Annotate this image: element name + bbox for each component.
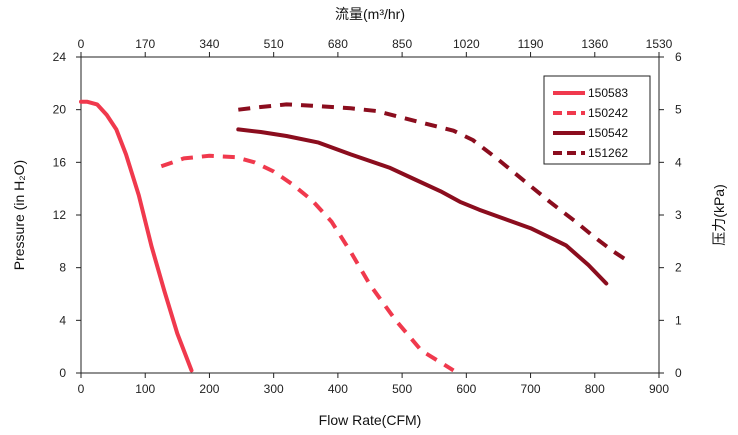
series-layer — [79, 99, 632, 373]
top-tick-label: 170 — [135, 37, 155, 51]
legend: 150583 150242 150542 151262 — [543, 75, 651, 165]
bottom-tick-label: 0 — [78, 382, 85, 396]
right-tick-label: 4 — [675, 155, 682, 169]
series-line-150583 — [79, 99, 194, 373]
bottom-tick-label: 200 — [199, 382, 219, 396]
bottom-tick-label: 400 — [328, 382, 348, 396]
right-axis-title: 压力(kPa) — [711, 184, 727, 245]
legend-box — [543, 75, 651, 165]
left-tick-label: 16 — [53, 155, 67, 169]
right-tick-label: 1 — [675, 313, 682, 327]
legend-label-150583: 150583 — [588, 86, 628, 100]
bottom-tick-label: 100 — [135, 382, 155, 396]
top-tick-label: 1530 — [646, 37, 673, 51]
top-tick-label: 1190 — [518, 37, 544, 51]
bottom-tick-label: 500 — [392, 382, 412, 396]
bottom-tick-label: 800 — [585, 382, 605, 396]
right-tick-label: 3 — [675, 208, 682, 222]
right-tick-label: 5 — [675, 103, 682, 117]
left-tick-label: 20 — [53, 103, 67, 117]
legend-items: 150583 150242 150542 151262 — [553, 86, 628, 160]
left-tick-label: 8 — [59, 261, 66, 275]
right-tick-label: 2 — [675, 261, 682, 275]
top-axis-title: 流量(m³/hr) — [335, 6, 405, 22]
left-tick-label: 4 — [59, 313, 66, 327]
bottom-axis-title: Flow Rate(CFM) — [319, 412, 422, 428]
top-tick-label: 340 — [199, 37, 219, 51]
top-tick-label: 1020 — [453, 37, 480, 51]
top-tick-label: 850 — [392, 37, 412, 51]
legend-label-150242: 150242 — [588, 106, 628, 120]
series-line-150242 — [160, 153, 455, 373]
left-tick-label: 0 — [59, 366, 66, 380]
bottom-tick-label: 900 — [649, 382, 669, 396]
top-tick-label: 510 — [264, 37, 284, 51]
left-axis-title: Pressure (in H₂O) — [11, 160, 27, 270]
series-line-151262 — [238, 102, 632, 265]
top-tick-label: 0 — [78, 37, 85, 51]
bottom-tick-label: 600 — [456, 382, 476, 396]
bottom-tick-label: 300 — [264, 382, 284, 396]
top-tick-label: 680 — [328, 37, 348, 51]
legend-label-151262: 151262 — [588, 146, 628, 160]
right-tick-label: 6 — [675, 50, 682, 64]
left-tick-label: 24 — [53, 50, 67, 64]
top-tick-label: 1360 — [581, 37, 608, 51]
right-tick-label: 0 — [675, 366, 682, 380]
left-tick-label: 12 — [53, 208, 67, 222]
legend-label-150542: 150542 — [588, 126, 628, 140]
series-line-150542 — [236, 127, 609, 286]
bottom-tick-label: 700 — [521, 382, 541, 396]
